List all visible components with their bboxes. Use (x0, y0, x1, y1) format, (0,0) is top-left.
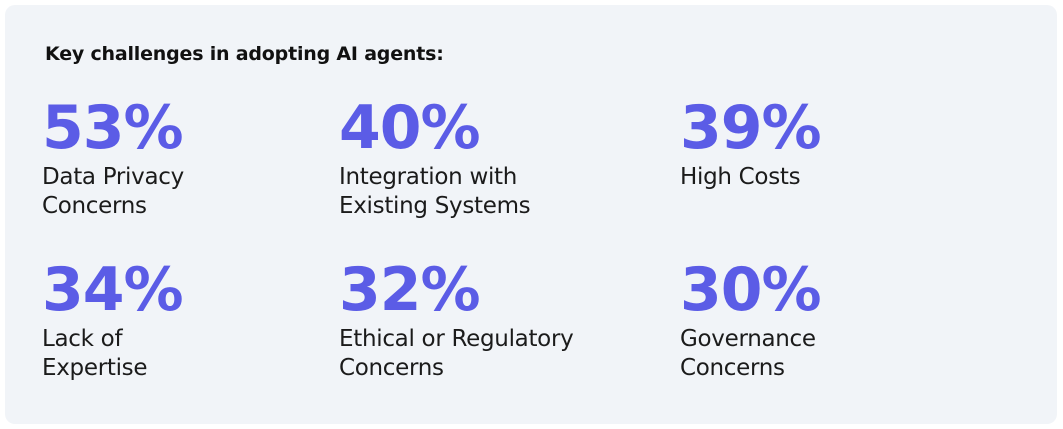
stat-label-line: Concerns (339, 355, 444, 381)
stat-label: Ethical or Regulatory Concerns (339, 325, 639, 383)
stat-label-line: Data Privacy (42, 164, 184, 190)
stat-label: High Costs (680, 163, 980, 192)
stat-label-line: Concerns (42, 193, 147, 219)
stat-label-line: Governance (680, 326, 816, 352)
stat-label-line: High Costs (680, 164, 801, 190)
stat-label: Lack of Expertise (42, 325, 342, 383)
stat-card: 40% Integration with Existing Systems (339, 95, 639, 221)
panel: Key challenges in adopting AI agents: 53… (5, 5, 1057, 424)
stat-value: 53% (42, 93, 184, 163)
stat-card: 34% Lack of Expertise (42, 257, 342, 383)
stat-card: 53% Data Privacy Concerns (42, 95, 342, 221)
stat-card: 39% High Costs (680, 95, 980, 192)
stat-label-line: Ethical or Regulatory (339, 326, 574, 352)
stat-card: 32% Ethical or Regulatory Concerns (339, 257, 639, 383)
stat-label-line: Concerns (680, 355, 785, 381)
stat-label-line: Integration with (339, 164, 518, 190)
title: Key challenges in adopting AI agents: (45, 43, 444, 65)
stat-label: Integration with Existing Systems (339, 163, 639, 221)
stat-label-line: Existing Systems (339, 193, 531, 219)
stat-value: 32% (339, 255, 481, 325)
stat-value: 30% (680, 255, 822, 325)
stat-label-line: Expertise (42, 355, 148, 381)
stat-value: 39% (680, 93, 822, 163)
stat-label: Data Privacy Concerns (42, 163, 342, 221)
stat-label-line: Lack of (42, 326, 123, 352)
stat-value: 40% (339, 93, 481, 163)
stat-card: 30% Governance Concerns (680, 257, 980, 383)
stat-label: Governance Concerns (680, 325, 980, 383)
stat-value: 34% (42, 255, 184, 325)
